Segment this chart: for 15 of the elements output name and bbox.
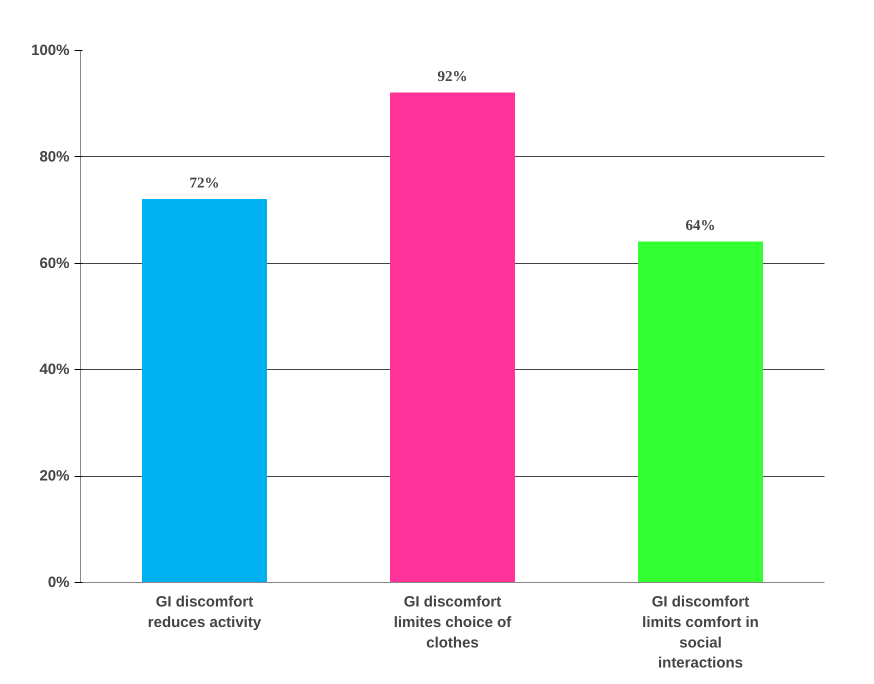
data-label: 72% <box>190 175 220 192</box>
x-tick-label: GI discomfort reduces activity <box>148 594 262 631</box>
x-tick-label: GI discomfort limites choice of clothes <box>394 594 512 652</box>
bar <box>390 92 515 582</box>
data-label: 92% <box>438 69 468 86</box>
data-label: 64% <box>686 218 716 234</box>
y-tick-label: 40% <box>39 361 70 378</box>
y-tick-label: 100% <box>31 42 70 59</box>
y-tick-label: 80% <box>39 148 70 166</box>
bar <box>638 242 763 582</box>
y-tick-label: 20% <box>39 468 70 485</box>
y-tick-label: 60% <box>39 254 70 272</box>
y-tick-label: 0% <box>48 574 70 591</box>
x-tick-label: GI discomfort limits comfort in social interactions <box>642 594 759 672</box>
bar <box>142 198 267 582</box>
